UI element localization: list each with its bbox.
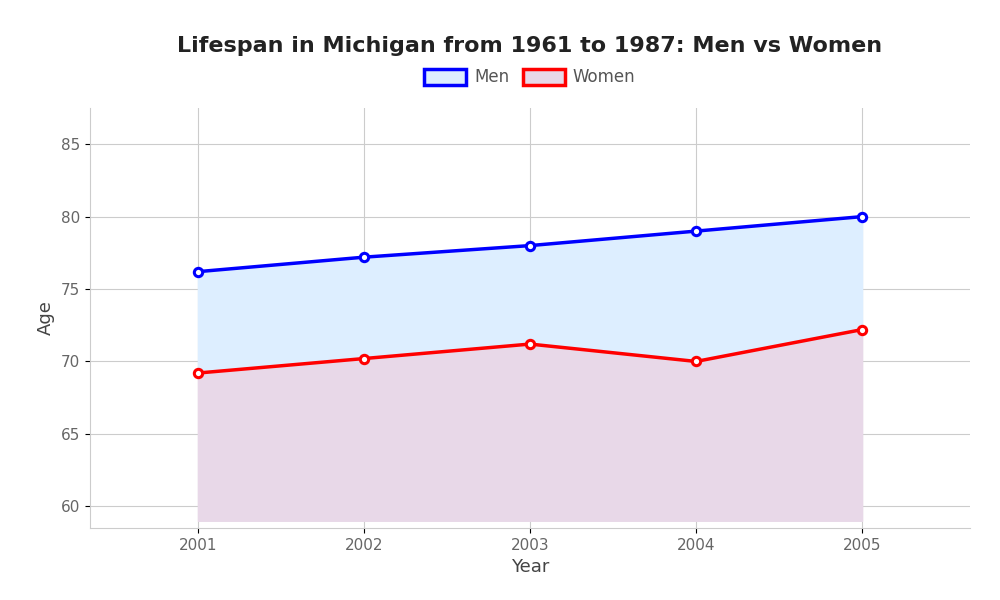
Legend: Men, Women: Men, Women (418, 62, 642, 93)
X-axis label: Year: Year (511, 558, 549, 576)
Title: Lifespan in Michigan from 1961 to 1987: Men vs Women: Lifespan in Michigan from 1961 to 1987: … (177, 37, 883, 56)
Y-axis label: Age: Age (37, 301, 55, 335)
